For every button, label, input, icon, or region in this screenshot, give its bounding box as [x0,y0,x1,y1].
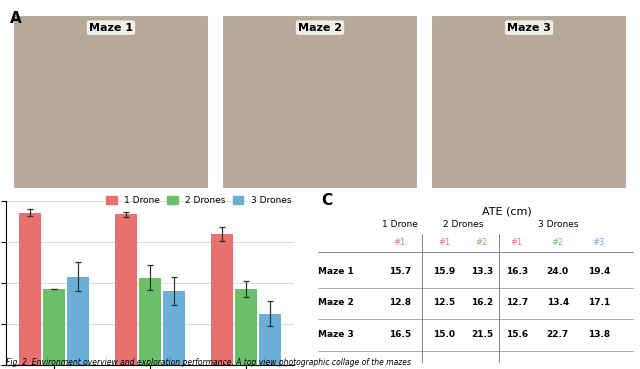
Text: Maze 1: Maze 1 [89,23,133,32]
Text: Maze 2: Maze 2 [298,23,342,32]
Text: 22.7: 22.7 [547,330,569,339]
Bar [163,291,185,365]
Bar [44,289,65,365]
Text: #1: #1 [394,238,406,247]
FancyBboxPatch shape [221,15,419,189]
Text: 16.5: 16.5 [388,330,411,339]
Text: 13.4: 13.4 [547,299,569,307]
Text: #2: #2 [552,238,564,247]
Text: 15.7: 15.7 [388,267,411,276]
Text: C: C [321,193,332,208]
Text: 15.0: 15.0 [433,330,455,339]
Text: 13.8: 13.8 [588,330,610,339]
Bar [139,277,161,365]
Legend: 1 Drone, 2 Drones, 3 Drones: 1 Drone, 2 Drones, 3 Drones [102,193,295,209]
Text: 1 Drone: 1 Drone [382,220,418,229]
Text: 15.9: 15.9 [433,267,455,276]
Text: 2 Drones: 2 Drones [443,220,483,229]
Bar [211,234,233,365]
Text: ATE (cm): ATE (cm) [483,206,532,216]
FancyBboxPatch shape [13,15,209,189]
Text: 16.3: 16.3 [506,267,528,276]
Text: Maze 3: Maze 3 [507,23,551,32]
Text: 24.0: 24.0 [547,267,569,276]
Text: 12.8: 12.8 [388,299,411,307]
Text: 12.7: 12.7 [506,299,528,307]
Text: 3 Drones: 3 Drones [538,220,578,229]
Text: 13.3: 13.3 [471,267,493,276]
Text: 15.6: 15.6 [506,330,528,339]
Text: Maze 1: Maze 1 [317,267,353,276]
Text: A: A [10,11,21,26]
Text: #1: #1 [438,238,450,247]
Text: #2: #2 [476,238,488,247]
Text: 17.1: 17.1 [588,299,610,307]
Text: Maze 2: Maze 2 [317,299,353,307]
Text: 19.4: 19.4 [588,267,610,276]
Bar [115,214,137,365]
Bar [19,213,42,365]
Bar [235,289,257,365]
Text: 16.2: 16.2 [471,299,493,307]
Text: #1: #1 [511,238,523,247]
Text: Maze 3: Maze 3 [317,330,353,339]
FancyBboxPatch shape [431,15,627,189]
Text: #3: #3 [593,238,605,247]
Text: Fig. 2  Environment overview and exploration performance. A top view photographi: Fig. 2 Environment overview and explorat… [6,358,412,367]
Bar [259,314,280,365]
Text: 12.5: 12.5 [433,299,455,307]
Text: 21.5: 21.5 [471,330,493,339]
Bar [67,277,89,365]
